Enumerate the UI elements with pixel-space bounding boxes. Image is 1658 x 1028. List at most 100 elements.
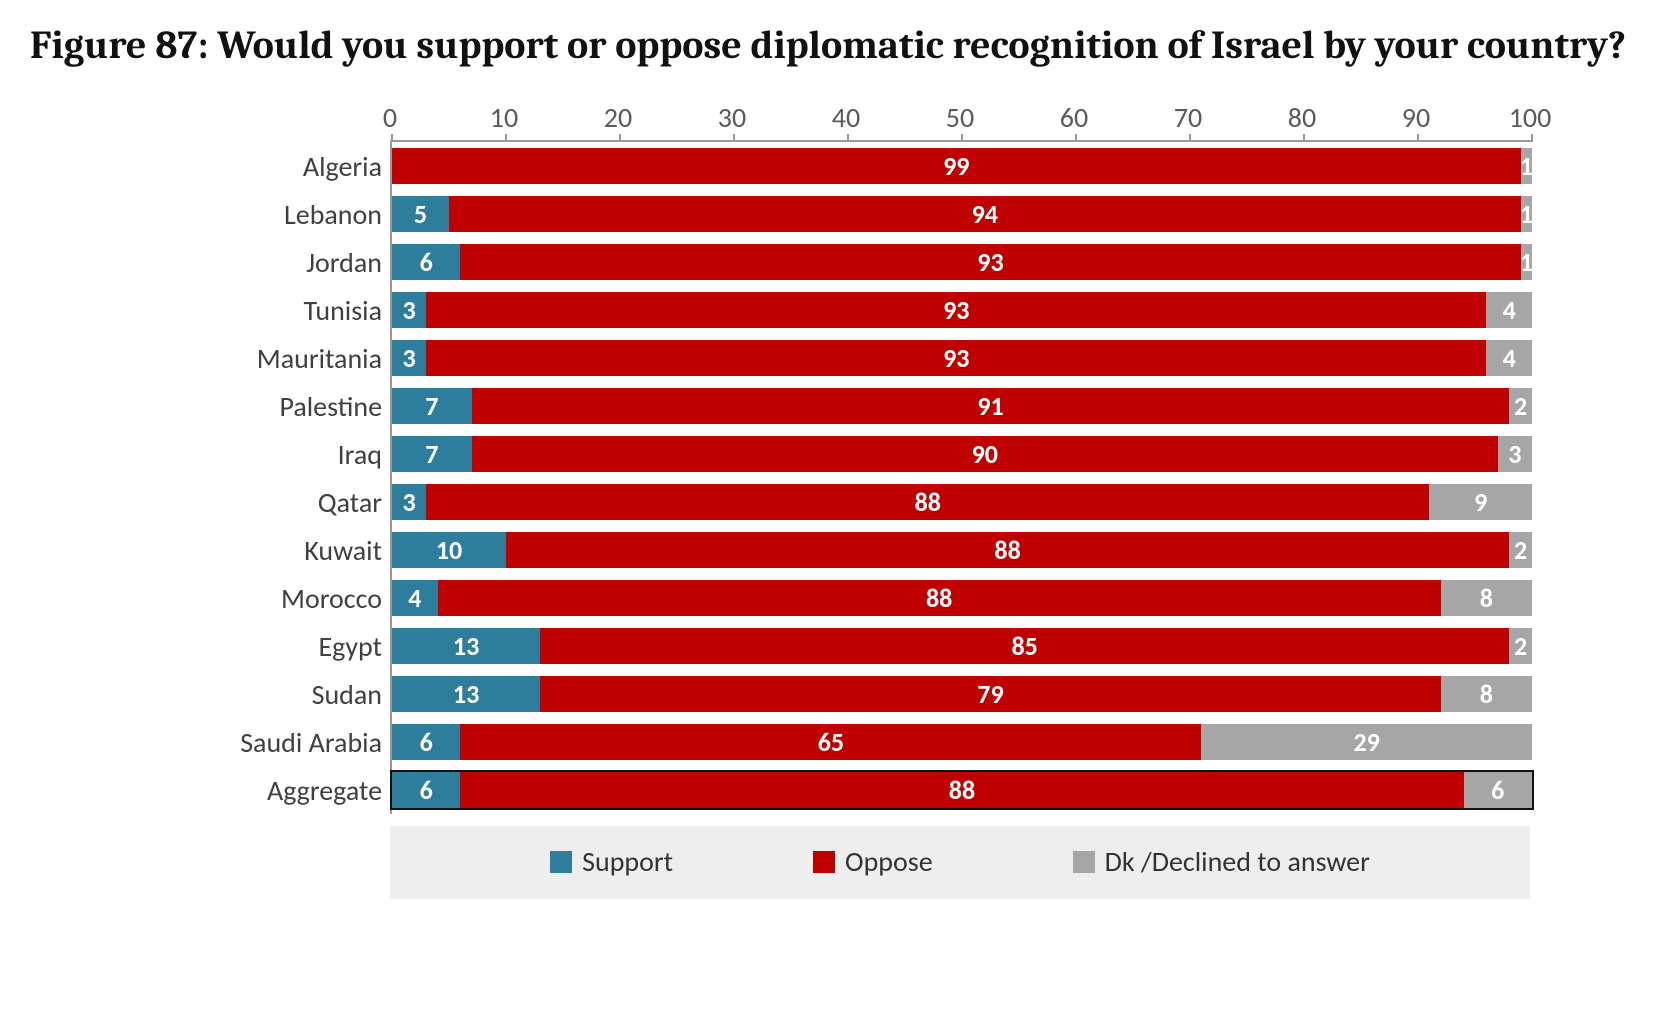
legend-label-support: Support: [582, 844, 673, 879]
row-label: Palestine: [222, 389, 382, 424]
chart-container: 0102030405060708090100 Algeria0991Lebano…: [230, 100, 1530, 899]
row-label: Lebanon: [222, 197, 382, 232]
bar-segment-support: 3: [392, 340, 426, 376]
bar-track: 6931: [392, 244, 1532, 280]
bar-row: Sudan13798: [392, 670, 1532, 718]
bar-segment-support: 13: [392, 628, 540, 664]
x-axis-tick-label: 10: [490, 100, 518, 135]
x-axis-tick-mark: [847, 134, 849, 142]
bar-segment-support: 6: [392, 244, 460, 280]
bar-segment-dk: 29: [1201, 724, 1532, 760]
legend-item-oppose: Oppose: [813, 844, 933, 879]
x-axis-tick-label: 90: [1402, 100, 1430, 135]
bar-track: 0991: [392, 148, 1532, 184]
row-label: Jordan: [222, 245, 382, 280]
legend-item-dk: Dk /Declined to answer: [1073, 844, 1370, 879]
bar-row: Egypt13852: [392, 622, 1532, 670]
bar-row: Lebanon5941: [392, 190, 1532, 238]
bar-row: Qatar3889: [392, 478, 1532, 526]
legend-swatch-support: [550, 851, 572, 873]
bar-track: 7912: [392, 388, 1532, 424]
bar-track: 5941: [392, 196, 1532, 232]
bar-track: 7903: [392, 436, 1532, 472]
bar-row: Jordan6931: [392, 238, 1532, 286]
legend-item-support: Support: [550, 844, 673, 879]
bar-segment-oppose: 93: [426, 340, 1486, 376]
bar-segment-support: 6: [392, 724, 460, 760]
x-axis-tick-mark: [733, 134, 735, 142]
bar-segment-support: 3: [392, 292, 426, 328]
legend: Support Oppose Dk /Declined to answer: [390, 826, 1530, 899]
bar-segment-support: 6: [392, 772, 460, 808]
legend-inner: Support Oppose Dk /Declined to answer: [400, 844, 1520, 879]
bar-segment-oppose: 91: [472, 388, 1509, 424]
bar-segment-dk: 2: [1509, 532, 1532, 568]
bar-track: 4888: [392, 580, 1532, 616]
bar-segment-dk: 1: [1521, 196, 1532, 232]
bar-row-aggregate: Aggregate6886: [392, 766, 1532, 814]
legend-label-oppose: Oppose: [845, 844, 933, 879]
bar-segment-oppose: 93: [426, 292, 1486, 328]
bar-row: Palestine7912: [392, 382, 1532, 430]
bar-segment-oppose: 88: [506, 532, 1509, 568]
bar-segment-oppose: 85: [540, 628, 1509, 664]
bar-segment-dk: 3: [1498, 436, 1532, 472]
row-label: Mauritania: [222, 341, 382, 376]
bar-segment-dk: 9: [1429, 484, 1532, 520]
bar-segment-support: 13: [392, 676, 540, 712]
x-axis-tick-label: 100: [1509, 100, 1552, 135]
x-axis-tick-label: 50: [946, 100, 974, 135]
bar-segment-dk: 1: [1521, 148, 1532, 184]
legend-label-dk: Dk /Declined to answer: [1105, 844, 1370, 879]
bar-row: Saudi Arabia66529: [392, 718, 1532, 766]
bar-segment-oppose: 65: [460, 724, 1201, 760]
bar-segment-dk: 4: [1486, 340, 1532, 376]
row-label: Iraq: [222, 437, 382, 472]
bar-segment-oppose: 88: [426, 484, 1429, 520]
bar-segment-oppose: 88: [438, 580, 1441, 616]
page-root: Figure 87: Would you support or oppose d…: [0, 0, 1658, 1028]
bar-track: 10882: [392, 532, 1532, 568]
x-axis-tick-mark: [391, 134, 393, 142]
x-axis-tick-label: 60: [1060, 100, 1088, 135]
x-axis-tick-label: 40: [832, 100, 860, 135]
chart: 0102030405060708090100 Algeria0991Lebano…: [230, 100, 1530, 899]
row-label: Egypt: [222, 629, 382, 664]
bar-segment-dk: 2: [1509, 628, 1532, 664]
x-axis-tick-mark: [1417, 134, 1419, 142]
x-axis-labels: 0102030405060708090100: [390, 100, 1530, 140]
row-label: Saudi Arabia: [222, 725, 382, 760]
bar-segment-oppose: 99: [392, 148, 1521, 184]
bar-segment-support: 7: [392, 388, 472, 424]
x-axis-tick-mark: [505, 134, 507, 142]
bar-track: 13798: [392, 676, 1532, 712]
bar-segment-dk: 6: [1464, 772, 1532, 808]
bar-row: Iraq7903: [392, 430, 1532, 478]
bar-segment-support: 7: [392, 436, 472, 472]
bar-track: 3889: [392, 484, 1532, 520]
bar-track: 3934: [392, 292, 1532, 328]
row-label: Kuwait: [222, 533, 382, 568]
bar-segment-support: 10: [392, 532, 506, 568]
bar-row: Tunisia3934: [392, 286, 1532, 334]
row-label: Algeria: [222, 149, 382, 184]
x-axis-tick-mark: [961, 134, 963, 142]
row-label: Aggregate: [222, 773, 382, 808]
bar-segment-oppose: 94: [449, 196, 1521, 232]
x-axis-tick-label: 80: [1288, 100, 1316, 135]
row-label: Tunisia: [222, 293, 382, 328]
bar-segment-oppose: 79: [540, 676, 1441, 712]
bar-row: Kuwait10882: [392, 526, 1532, 574]
plot-area: Algeria0991Lebanon5941Jordan6931Tunisia3…: [390, 140, 1532, 814]
bar-track: 6886: [392, 772, 1532, 808]
bar-segment-oppose: 93: [460, 244, 1520, 280]
bar-segment-dk: 1: [1521, 244, 1532, 280]
bar-segment-support: 4: [392, 580, 438, 616]
x-axis-tick-label: 0: [383, 100, 397, 135]
row-label: Sudan: [222, 677, 382, 712]
x-axis-tick-mark: [1531, 134, 1533, 142]
bar-track: 13852: [392, 628, 1532, 664]
x-axis-tick-label: 70: [1174, 100, 1202, 135]
x-axis-tick-label: 30: [718, 100, 746, 135]
bar-segment-support: 5: [392, 196, 449, 232]
